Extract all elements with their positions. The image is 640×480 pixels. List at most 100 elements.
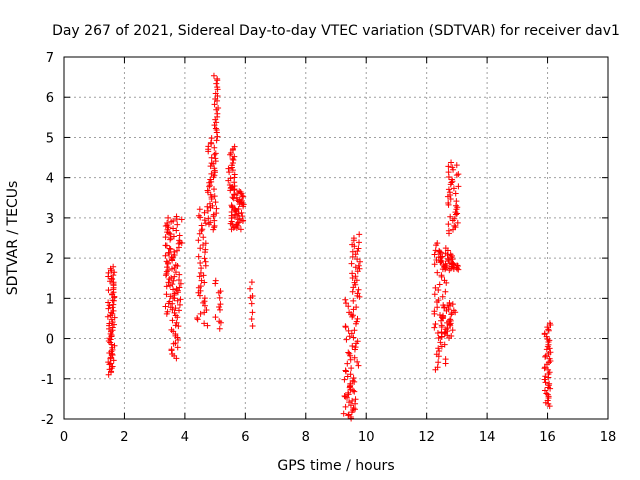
data-point — [207, 176, 214, 183]
x-tick-label: 4 — [181, 430, 189, 445]
data-point — [110, 263, 117, 270]
data-point — [349, 270, 356, 277]
data-point — [166, 298, 173, 305]
data-point — [445, 163, 452, 170]
data-point — [208, 135, 215, 142]
data-point — [110, 279, 117, 286]
data-point — [442, 356, 449, 363]
data-point — [355, 362, 362, 369]
data-point — [230, 157, 237, 164]
data-point — [354, 290, 361, 297]
y-tick-label: 6 — [46, 91, 54, 106]
data-point — [211, 222, 218, 229]
data-point — [355, 245, 362, 252]
data-point — [542, 373, 549, 380]
data-point — [195, 212, 202, 219]
data-point — [454, 262, 461, 269]
data-point — [211, 217, 218, 224]
data-point — [107, 336, 114, 343]
data-point — [174, 344, 181, 351]
data-point — [172, 340, 179, 347]
data-point — [164, 259, 171, 266]
data-point — [356, 231, 363, 238]
data-point — [163, 258, 170, 265]
data-point — [345, 349, 352, 356]
x-tick-label: 18 — [600, 430, 617, 445]
data-point — [354, 248, 361, 255]
data-point — [200, 234, 207, 241]
data-point — [248, 315, 255, 322]
data-point — [543, 390, 550, 397]
data-point — [441, 277, 448, 284]
data-point — [202, 258, 209, 265]
data-point — [208, 154, 215, 161]
data-point — [342, 403, 349, 410]
data-point — [197, 245, 204, 252]
data-point — [230, 224, 237, 231]
data-point — [236, 196, 243, 203]
plot-frame — [63, 56, 609, 420]
data-point — [207, 191, 214, 198]
data-point — [541, 376, 548, 383]
y-tick-label: 4 — [46, 172, 54, 187]
y-tick-label: 1 — [46, 292, 54, 307]
data-point — [352, 396, 359, 403]
data-point — [216, 304, 223, 311]
data-point — [162, 252, 169, 259]
data-point — [208, 160, 215, 167]
data-point — [198, 277, 205, 284]
data-point — [212, 277, 219, 284]
data-point — [167, 293, 174, 300]
data-point — [110, 307, 117, 314]
data-point — [162, 303, 169, 310]
y-tick-label: 3 — [46, 212, 54, 227]
data-point — [172, 312, 179, 319]
data-point — [211, 101, 218, 108]
data-point — [211, 193, 218, 200]
data-point — [216, 306, 223, 313]
data-point — [353, 277, 360, 284]
data-point — [340, 410, 347, 417]
data-point — [544, 324, 551, 331]
data-point — [435, 359, 442, 366]
data-point — [352, 251, 359, 258]
data-point — [448, 311, 455, 318]
data-point — [202, 220, 209, 227]
data-point — [349, 397, 356, 404]
data-point — [167, 231, 174, 238]
data-point — [173, 285, 180, 292]
data-point — [176, 276, 183, 283]
data-point — [440, 312, 447, 319]
data-point — [169, 351, 176, 358]
data-point — [162, 272, 169, 279]
data-point — [436, 247, 443, 254]
data-point — [108, 332, 115, 339]
data-point — [541, 387, 548, 394]
data-point — [177, 280, 184, 287]
data-points — [104, 72, 554, 422]
data-point — [438, 324, 445, 331]
data-point — [545, 327, 552, 334]
data-point — [345, 303, 352, 310]
data-point — [177, 296, 184, 303]
x-tick-label: 6 — [241, 430, 249, 445]
data-point — [350, 235, 357, 242]
x-tick-label: 12 — [418, 430, 435, 445]
y-tick-label: -1 — [41, 373, 54, 388]
data-point — [544, 397, 551, 404]
data-point — [547, 349, 554, 356]
data-point — [439, 293, 446, 300]
data-point — [433, 351, 440, 358]
x-tick-label: 10 — [358, 430, 375, 445]
data-point — [176, 271, 183, 278]
data-point — [109, 304, 116, 311]
data-point — [354, 338, 361, 345]
data-point — [174, 247, 181, 254]
data-point — [228, 184, 235, 191]
data-point — [240, 193, 247, 200]
data-point — [106, 302, 113, 309]
data-point — [109, 310, 116, 317]
data-point — [204, 203, 211, 210]
data-point — [341, 376, 348, 383]
y-tick-label: 7 — [46, 51, 54, 66]
